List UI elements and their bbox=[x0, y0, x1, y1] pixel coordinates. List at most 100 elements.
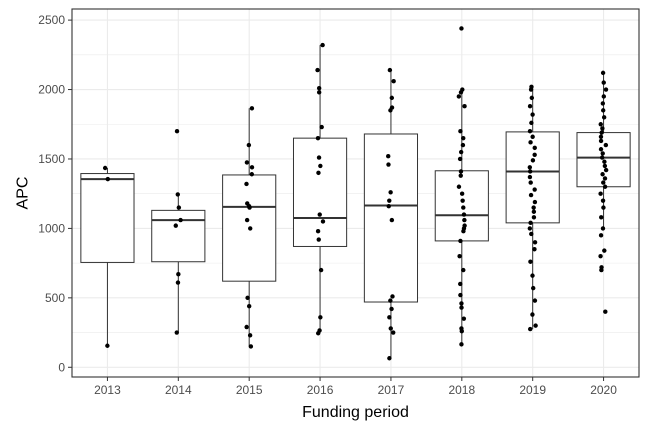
data-point bbox=[317, 212, 322, 217]
x-tick-label: 2020 bbox=[590, 383, 617, 397]
data-point bbox=[390, 294, 395, 299]
data-point bbox=[320, 42, 325, 48]
data-point bbox=[458, 238, 463, 244]
data-point bbox=[386, 203, 391, 209]
data-point bbox=[458, 129, 463, 134]
data-point bbox=[389, 105, 395, 110]
data-point bbox=[174, 129, 180, 134]
data-point bbox=[529, 120, 534, 126]
jitter-points bbox=[102, 26, 609, 361]
data-point bbox=[459, 342, 464, 347]
box-2017 bbox=[363, 70, 419, 359]
data-point bbox=[458, 281, 463, 287]
data-point bbox=[319, 124, 324, 130]
data-point bbox=[389, 306, 394, 312]
y-tick-label: 500 bbox=[45, 291, 65, 305]
data-point bbox=[459, 191, 465, 196]
data-point bbox=[459, 326, 464, 331]
data-point bbox=[457, 253, 462, 259]
data-point bbox=[531, 215, 537, 220]
data-point bbox=[318, 163, 323, 169]
x-tick-label: 2014 bbox=[165, 383, 192, 397]
data-point bbox=[527, 174, 533, 180]
data-point bbox=[600, 108, 606, 113]
y-tick-label: 2000 bbox=[38, 83, 65, 97]
data-point bbox=[532, 199, 538, 205]
data-point bbox=[599, 155, 605, 160]
data-point bbox=[598, 138, 604, 144]
data-point bbox=[461, 316, 467, 321]
data-point bbox=[105, 176, 111, 182]
data-point bbox=[391, 79, 396, 84]
data-point bbox=[602, 176, 608, 181]
data-point bbox=[460, 142, 466, 148]
data-point bbox=[318, 315, 323, 320]
data-point bbox=[316, 155, 322, 160]
box-iqr bbox=[292, 137, 348, 247]
data-point bbox=[527, 226, 533, 231]
data-point bbox=[459, 26, 464, 31]
x-tick-label: 2016 bbox=[307, 383, 334, 397]
y-tick-label: 0 bbox=[58, 360, 65, 374]
x-axis: 2013 2014 2015 2016 2017 2018 2019 2020 bbox=[94, 377, 617, 397]
data-point bbox=[532, 240, 538, 245]
data-point bbox=[316, 85, 322, 91]
data-point bbox=[602, 159, 607, 164]
data-point bbox=[600, 172, 605, 177]
data-point bbox=[529, 95, 535, 101]
data-point bbox=[529, 231, 534, 237]
data-point bbox=[246, 303, 252, 309]
data-point bbox=[389, 95, 395, 101]
data-point bbox=[245, 201, 250, 206]
data-point bbox=[244, 324, 249, 330]
data-point bbox=[460, 198, 465, 203]
data-point bbox=[462, 104, 467, 109]
data-point bbox=[530, 112, 535, 117]
data-point bbox=[461, 205, 466, 210]
data-point bbox=[391, 330, 396, 335]
data-point bbox=[598, 134, 604, 139]
y-axis-title: APC bbox=[15, 177, 32, 210]
data-point bbox=[532, 152, 537, 158]
data-point bbox=[598, 191, 603, 196]
data-point bbox=[458, 292, 463, 298]
data-point bbox=[461, 212, 467, 217]
data-point bbox=[528, 326, 533, 332]
data-point bbox=[603, 167, 609, 173]
data-point bbox=[387, 67, 393, 73]
data-point bbox=[599, 130, 604, 135]
data-point bbox=[532, 187, 537, 192]
x-tick-label: 2015 bbox=[236, 383, 263, 397]
data-point bbox=[386, 154, 391, 159]
data-point bbox=[387, 356, 392, 361]
data-point bbox=[528, 180, 533, 185]
y-tick-label: 1000 bbox=[38, 221, 65, 235]
data-point bbox=[458, 149, 464, 155]
data-point bbox=[598, 147, 604, 152]
data-point bbox=[461, 135, 466, 141]
data-point bbox=[600, 126, 605, 131]
data-point bbox=[530, 158, 536, 163]
data-point bbox=[460, 87, 465, 92]
data-point bbox=[173, 223, 178, 228]
data-point bbox=[178, 217, 183, 223]
data-point bbox=[527, 104, 533, 109]
data-point bbox=[387, 198, 392, 203]
data-point bbox=[530, 134, 535, 139]
data-point bbox=[175, 192, 180, 197]
data-point bbox=[603, 309, 608, 314]
data-point bbox=[531, 209, 537, 214]
data-point bbox=[462, 223, 467, 228]
data-point bbox=[532, 145, 537, 151]
data-point bbox=[244, 160, 250, 165]
data-point bbox=[601, 180, 606, 185]
data-point bbox=[602, 248, 607, 253]
y-tick-label: 1500 bbox=[38, 152, 65, 166]
data-point bbox=[386, 162, 391, 167]
data-point bbox=[602, 163, 608, 169]
panel-border bbox=[71, 8, 640, 378]
x-tick-label: 2019 bbox=[519, 383, 546, 397]
data-point bbox=[602, 184, 608, 189]
data-point bbox=[458, 169, 464, 174]
data-point bbox=[457, 156, 463, 162]
